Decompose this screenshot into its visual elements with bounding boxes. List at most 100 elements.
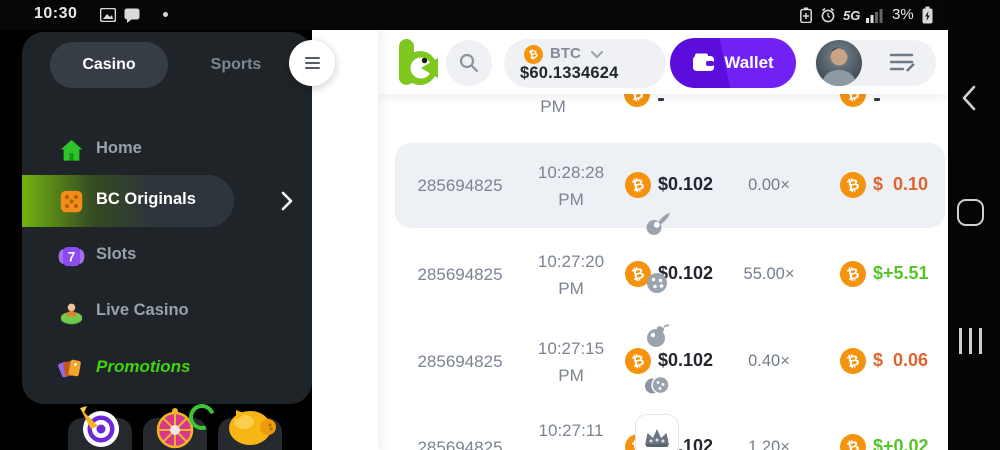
bet-multiplier: 1.20× [748, 438, 790, 450]
sidebar-drawer: Casino Sports Home BC Originals [22, 32, 312, 404]
bc-game-logo [399, 39, 438, 85]
bet-id: 285694825 [417, 176, 503, 195]
bet-amount: $0.102 [658, 350, 714, 370]
android-nav-bar [948, 0, 1000, 450]
btc-coin-icon: ₿ [625, 261, 651, 287]
battery-charging-icon [922, 6, 933, 24]
hamburger-icon [304, 57, 320, 59]
wallet-button[interactable]: Wallet [670, 38, 796, 88]
tab-sports[interactable]: Sports [192, 42, 280, 88]
nav-back-button[interactable] [960, 84, 978, 112]
sidebar-item-label: Home [96, 139, 142, 157]
bet-time: 10:27:15 PM [537, 339, 605, 385]
btc-coin-icon: ₿ [840, 172, 866, 198]
tab-casino-label: Casino [82, 56, 136, 73]
bet-row[interactable]: 285694825 10:27:20 PM ₿ $0.102 55.00× ₿ $… [395, 232, 945, 317]
home-icon [60, 139, 83, 161]
nav-recents-button[interactable] [959, 328, 982, 354]
bomb-game-icon[interactable] [643, 321, 671, 349]
tab-casino[interactable]: Casino [50, 42, 168, 88]
sidebar-item-bc-originals[interactable]: BC Originals [22, 175, 234, 227]
top-header: ₿ BTC $60.1334624 Wallet [378, 30, 948, 94]
chevron-right-icon [281, 191, 293, 211]
promo-tags-icon [58, 359, 81, 378]
status-bar: 10:30 5G 3% [0, 0, 1000, 30]
btc-coin-icon: ₿ [625, 172, 651, 198]
bet-time: 10:27:11PM [538, 421, 604, 450]
battery-saver-icon [800, 7, 812, 23]
bet-row[interactable]: 285694825 10:27:15 PM ₿ $0.102 0.40× ₿ $ … [395, 319, 945, 404]
alarm-icon [821, 7, 835, 23]
wallet-button-label: Wallet [724, 53, 774, 72]
btc-coin-icon: ₿ [840, 94, 866, 107]
currency-code: BTC [550, 45, 581, 62]
bet-id: 285694825 [417, 352, 503, 371]
lucky-wheel-icon [156, 408, 194, 449]
svg-text:7: 7 [68, 250, 76, 265]
bet-row[interactable]: 285694825 10:28:28 PM ₿ $0.102 0.00× ₿ $ … [395, 143, 945, 228]
sidebar-item-label: Slots [96, 245, 137, 263]
bet-id: 285694825 [417, 265, 503, 284]
wallet-balance: $60.1334624 [520, 64, 619, 82]
message-notification-icon [124, 8, 140, 23]
chevron-down-icon [591, 51, 603, 58]
recents-bars-icon [959, 328, 962, 354]
sidebar-item-label: BC Originals [96, 190, 196, 208]
drawer-toggle-button[interactable] [289, 40, 335, 86]
game-icon-rail [312, 30, 679, 450]
btc-coin-icon: ₿ [840, 434, 866, 450]
dart-target-icon [80, 406, 119, 447]
bet-profit: $ 0.10 [873, 174, 929, 194]
sidebar-item-home[interactable]: Home [22, 127, 312, 173]
profile-pill [815, 40, 936, 86]
bet-profit: $+0.02 [873, 436, 929, 450]
sidebar-item-label: Promotions [96, 357, 191, 376]
search-icon [459, 53, 479, 73]
notification-dot-icon [163, 12, 168, 17]
sidebar-item-live-casino[interactable]: Live Casino [22, 289, 312, 335]
bet-multiplier: 0.40× [748, 352, 790, 370]
bets-list-icon[interactable] [889, 51, 915, 75]
sidebar-item-promotions[interactable]: Promotions [22, 345, 312, 391]
btc-coin-icon: ₿ [625, 348, 651, 374]
bet-time: 10:27:20 PM [537, 252, 605, 298]
bet-row-partial[interactable]: PM ₿ ₿ [395, 94, 945, 130]
plinko-ball-icon[interactable] [643, 269, 671, 297]
signal-strength-icon [866, 9, 883, 23]
network-type-text: 5G [843, 8, 861, 23]
search-button[interactable] [446, 40, 492, 86]
clipped-text-fragment [874, 98, 880, 101]
selected-game-icon [645, 429, 669, 447]
btc-coin-icon: ₿ [840, 348, 866, 374]
live-dealer-icon [60, 303, 83, 325]
bet-multiplier: 0.00× [748, 176, 790, 194]
sidebar-item-slots[interactable]: 7 Slots [22, 233, 312, 279]
slots-seven-icon: 7 [58, 246, 85, 267]
selected-game-slot[interactable] [635, 414, 679, 450]
avatar[interactable] [816, 40, 862, 86]
dice-icon [60, 190, 83, 213]
btc-coin-icon: ₿ [524, 45, 543, 64]
bet-time-suffix: PM [540, 97, 566, 116]
sidebar-item-label: Live Casino [96, 301, 189, 319]
gallery-notification-icon [100, 8, 116, 22]
btc-coin-icon: ₿ [840, 261, 866, 287]
btc-coin-icon: ₿ [624, 94, 650, 107]
main-content: PM ₿ ₿ 285694825 10:28:28 PM ₿ $0.102 0.0… [378, 30, 948, 450]
comet-game-icon[interactable] [643, 210, 671, 238]
clock-text: 10:30 [34, 5, 78, 22]
nav-home-button[interactable] [957, 199, 984, 226]
clipped-text-fragment [658, 98, 664, 101]
battery-percent-text: 3% [892, 6, 914, 23]
bet-time: 10:28:28 PM [537, 163, 605, 209]
tab-sports-label: Sports [210, 56, 262, 73]
bet-multiplier: 55.00× [743, 265, 795, 283]
currency-selector[interactable]: ₿ BTC $60.1334624 [504, 39, 666, 88]
piggy-bank-icon [229, 410, 276, 445]
coins-game-icon[interactable] [643, 371, 671, 399]
bet-amount: $0.102 [658, 263, 714, 283]
bet-amount: $0.102 [658, 174, 714, 194]
bet-profit: $ 0.06 [873, 350, 929, 370]
bet-profit: $+5.51 [873, 263, 929, 283]
wallet-icon [693, 53, 715, 71]
